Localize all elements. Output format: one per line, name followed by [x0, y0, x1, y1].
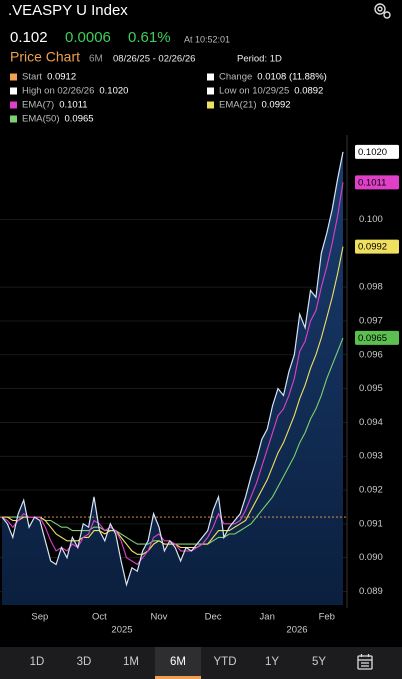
y-tick-label: 0.096: [359, 349, 383, 360]
legend-value: 0.0108 (11.88%): [257, 72, 327, 83]
tab[interactable]: 1M: [123, 656, 139, 668]
series-line: [1, 182, 344, 566]
tab[interactable]: YTD: [214, 656, 237, 668]
legend-swatch: [10, 87, 17, 95]
x-tick-label: Nov: [151, 612, 168, 623]
price-tag: [355, 330, 399, 345]
tab[interactable]: 5Y: [312, 656, 326, 668]
legend-value: 0.0912: [47, 72, 76, 83]
tab[interactable]: 1D: [30, 656, 45, 668]
legend-swatch: [207, 87, 214, 95]
y-tick-label: 0.097: [359, 315, 383, 326]
x-tick-label: Sep: [31, 612, 48, 623]
y-tick-label: 0.093: [359, 451, 383, 462]
section-title: Price Chart: [10, 49, 80, 65]
x-year-label: 2026: [286, 625, 307, 636]
legend-value: 0.0892: [294, 86, 323, 97]
price-tag: [355, 239, 399, 254]
x-tick-label: Jan: [260, 612, 275, 623]
legend-swatch: [10, 101, 17, 109]
price-tag-label: 0.1020: [358, 147, 387, 158]
series-line: [1, 151, 344, 587]
y-tick-label: 0.100: [359, 214, 383, 225]
legend-swatch: [207, 101, 214, 109]
legend-label: EMA(7): [22, 100, 54, 111]
y-tick-label: 0.089: [359, 586, 383, 597]
tab[interactable]: 1Y: [265, 656, 279, 668]
legend-value: 0.1020: [99, 86, 128, 97]
interval: Period: 1D: [237, 54, 282, 65]
legend-value: 0.0992: [261, 100, 290, 111]
pct-change: 0.61%: [128, 29, 171, 46]
legend-label: EMA(21): [219, 100, 256, 111]
period-label: 6M: [89, 54, 103, 65]
y-tick-label: 0.092: [359, 485, 383, 496]
legend-label: Start: [22, 72, 42, 83]
legend-label: EMA(50): [22, 114, 59, 125]
date-range: 08/26/25 - 02/26/26: [113, 54, 195, 65]
tab[interactable]: 3D: [77, 656, 92, 668]
x-tick-label: Dec: [205, 612, 222, 623]
y-tick-label: 0.094: [359, 417, 383, 428]
chart: 0.100 0.098 0.097 0.096 0.095 0.094 0.093 0.092…: [0, 135, 399, 636]
quote-time: At 10:52:01: [184, 34, 230, 44]
x-year-label: 2025: [111, 625, 132, 636]
legend-label: Change: [219, 72, 252, 83]
calendar-icon[interactable]: [357, 654, 373, 670]
y-tick-label: 0.098: [359, 282, 383, 293]
price-tag-label: 0.0992: [358, 242, 387, 253]
legend-value: 0.0965: [64, 114, 93, 125]
last-price: 0.102: [10, 29, 48, 46]
y-tick-label: 0.090: [359, 552, 383, 563]
tab-selected-bg: [155, 647, 201, 679]
price-tag-label: 0.0965: [358, 333, 387, 344]
legend-value: 0.1011: [59, 100, 87, 111]
x-tick-label: Feb: [319, 612, 335, 623]
price-tag-label: 0.1011: [358, 177, 386, 188]
legend-label: Low on 10/29/25: [219, 86, 289, 97]
page-title: .VEASPY U Index: [8, 2, 128, 19]
price-area: [2, 151, 343, 605]
tab-underline: [155, 676, 201, 679]
y-tick-label: 0.091: [359, 518, 383, 529]
price-tag: [355, 175, 399, 190]
tabs: 1D 3D 1M 6M YTD 1Y 5Y: [30, 647, 326, 679]
legend-swatch: [10, 73, 17, 81]
price-tag: [355, 144, 399, 159]
y-tick-label: 0.095: [359, 383, 383, 394]
legend-label: High on 02/26/26: [22, 86, 94, 97]
legend-swatch: [207, 73, 214, 81]
x-tick-label: Oct: [92, 612, 107, 623]
legend-swatch: [10, 115, 17, 123]
tab[interactable]: 6M: [170, 656, 186, 668]
settings-icon[interactable]: [374, 3, 391, 19]
net-change: 0.0006: [65, 29, 111, 46]
